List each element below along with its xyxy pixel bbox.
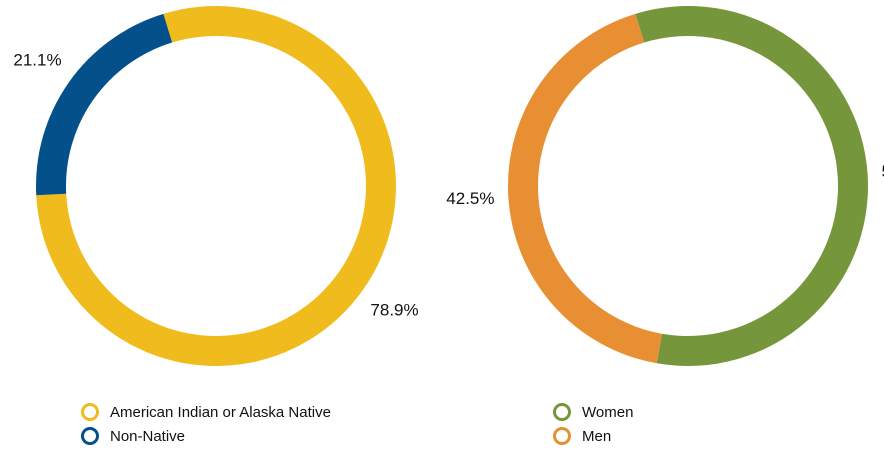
donut-slice [36, 13, 173, 196]
legend-marker [81, 427, 99, 445]
donut-slice [635, 5, 869, 366]
value-label: 57.5% [881, 162, 884, 181]
value-label: 42.5% [446, 189, 494, 208]
legend-label: American Indian or Alaska Native [110, 404, 331, 421]
value-label: 78.9% [370, 301, 418, 320]
legend-label: Women [582, 404, 633, 421]
legend-label: Non-Native [110, 428, 185, 445]
legend-marker [81, 403, 99, 421]
legend-marker [553, 427, 571, 445]
legend-marker [553, 403, 571, 421]
donut-slice [508, 13, 662, 364]
legend-label: Men [582, 428, 611, 445]
value-label: 21.1% [13, 50, 61, 69]
